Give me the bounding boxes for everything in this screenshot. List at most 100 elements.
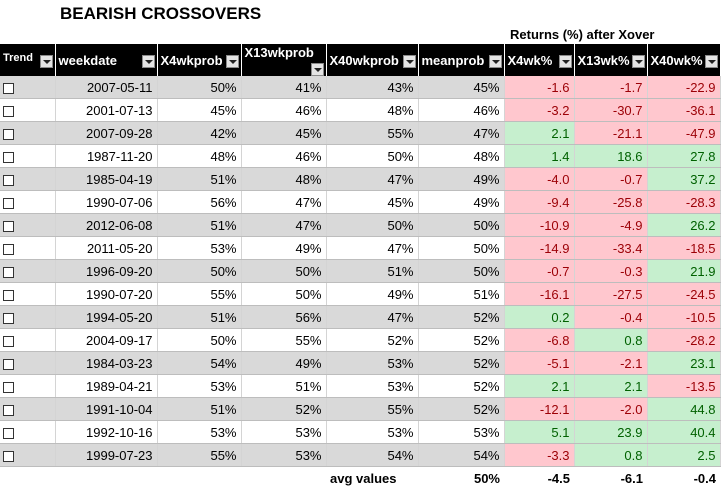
meanprob-cell: 52% — [418, 328, 505, 353]
x4wk-return-cell: 5.1 — [504, 420, 575, 445]
table-row: 1985-04-19 51% 48% 47% 49% -4.0 -0.7 37.2 — [0, 167, 721, 192]
trend-cell — [0, 282, 56, 307]
x40wk-return-cell: -28.3 — [647, 190, 721, 215]
x13wk-return-cell: 18.6 — [574, 144, 648, 169]
x13wkprob-cell: 41% — [241, 76, 327, 100]
trend-checkbox[interactable] — [3, 174, 14, 186]
meanprob-cell: 49% — [418, 167, 505, 192]
filter-dropdown-icon[interactable] — [558, 55, 572, 68]
trend-checkbox[interactable] — [3, 427, 14, 439]
weekdate-cell: 1984-03-23 — [55, 351, 158, 376]
meanprob-cell: 52% — [418, 374, 505, 399]
trend-checkbox[interactable] — [3, 105, 14, 117]
x40wk-return-cell: 21.9 — [647, 259, 721, 284]
column-header-x4wkprob: X4wkprob — [157, 44, 242, 77]
x4wkprob-cell: 53% — [157, 420, 242, 445]
weekdate-cell: 2012-06-08 — [55, 213, 158, 238]
x40wkprob-cell: 43% — [326, 76, 419, 100]
x4wk-return-cell: 2.1 — [504, 121, 575, 146]
table-row: 2012-06-08 51% 47% 50% 50% -10.9 -4.9 26.2 — [0, 213, 721, 238]
x40wk-return-cell: 37.2 — [647, 167, 721, 192]
meanprob-cell: 50% — [418, 259, 505, 284]
trend-cell — [0, 328, 56, 353]
x40wkprob-cell: 50% — [326, 213, 419, 238]
trend-cell — [0, 144, 56, 169]
trend-checkbox[interactable] — [3, 381, 14, 393]
x13wkprob-cell: 48% — [241, 167, 327, 192]
returns-group-header: Returns (%) after Xover — [510, 27, 655, 42]
filter-dropdown-icon[interactable] — [704, 55, 718, 68]
trend-checkbox[interactable] — [3, 151, 14, 163]
weekdate-cell: 1989-04-21 — [55, 374, 158, 399]
filter-dropdown-icon[interactable] — [310, 63, 324, 77]
meanprob-cell: 53% — [418, 420, 505, 445]
x13wkprob-cell: 56% — [241, 305, 327, 330]
trend-checkbox[interactable] — [3, 358, 14, 370]
filter-dropdown-icon[interactable] — [488, 55, 502, 68]
table-row: 1984-03-23 54% 49% 53% 52% -5.1 -2.1 23.1 — [0, 351, 721, 376]
x13wk-return-cell: 2.1 — [574, 374, 648, 399]
crossover-table: Trend weekdate X4wkprob X13wkprob X40wkp… — [0, 44, 721, 489]
x4wk-return-cell: 0.2 — [504, 305, 575, 330]
trend-checkbox[interactable] — [3, 128, 14, 140]
weekdate-cell: 1992-10-16 — [55, 420, 158, 445]
x40wkprob-cell: 53% — [326, 420, 419, 445]
trend-checkbox[interactable] — [3, 220, 14, 232]
x4wkprob-cell: 53% — [157, 374, 242, 399]
filter-dropdown-icon[interactable] — [141, 55, 155, 68]
x13wk-return-cell: -4.9 — [574, 213, 648, 238]
x13wkprob-cell: 51% — [241, 374, 327, 399]
x40wk-return-cell: 27.8 — [647, 144, 721, 169]
trend-checkbox[interactable] — [3, 82, 14, 94]
x4wkprob-cell: 48% — [157, 144, 242, 169]
column-header-x13wkprob: X13wkprob — [241, 44, 327, 77]
x13wk-return-cell: -25.8 — [574, 190, 648, 215]
x13wkprob-cell: 49% — [241, 236, 327, 261]
trend-checkbox[interactable] — [3, 266, 14, 278]
weekdate-cell: 1985-04-19 — [55, 167, 158, 192]
x13wk-return-cell: -2.1 — [574, 351, 648, 376]
table-row: 2001-07-13 45% 46% 48% 46% -3.2 -30.7 -36.1 — [0, 98, 721, 123]
x40wk-return-cell: -10.5 — [647, 305, 721, 330]
x13wkprob-cell: 52% — [241, 397, 327, 422]
x13wk-return-cell: -33.4 — [574, 236, 648, 261]
meanprob-cell: 48% — [418, 144, 505, 169]
x40wkprob-cell: 53% — [326, 374, 419, 399]
x13wkprob-cell: 53% — [241, 420, 327, 445]
meanprob-cell: 46% — [418, 98, 505, 123]
x40wkprob-cell: 50% — [326, 144, 419, 169]
x4wk-return-cell: -0.7 — [504, 259, 575, 284]
trend-checkbox[interactable] — [3, 243, 14, 255]
x4wk-return-cell: -3.3 — [504, 443, 575, 468]
filter-dropdown-icon[interactable] — [39, 55, 53, 69]
table-row: 2011-05-20 53% 49% 47% 50% -14.9 -33.4 -18.5 — [0, 236, 721, 261]
weekdate-cell: 1990-07-06 — [55, 190, 158, 215]
trend-checkbox[interactable] — [3, 450, 14, 462]
trend-checkbox[interactable] — [3, 289, 14, 301]
trend-checkbox[interactable] — [3, 197, 14, 209]
avg-meanprob: 50% — [418, 466, 504, 489]
table-row: 2007-09-28 42% 45% 55% 47% 2.1 -21.1 -47.9 — [0, 121, 721, 146]
trend-checkbox[interactable] — [3, 312, 14, 324]
meanprob-cell: 45% — [418, 76, 505, 100]
x40wk-return-cell: 2.5 — [647, 443, 721, 468]
x4wkprob-cell: 54% — [157, 351, 242, 376]
filter-dropdown-icon[interactable] — [402, 55, 416, 68]
meanprob-cell: 50% — [418, 213, 505, 238]
meanprob-cell: 50% — [418, 236, 505, 261]
x40wkprob-cell: 52% — [326, 328, 419, 353]
filter-dropdown-icon[interactable] — [631, 55, 645, 68]
x40wk-return-cell: 40.4 — [647, 420, 721, 445]
filter-dropdown-icon[interactable] — [225, 55, 239, 68]
x40wk-return-cell: -18.5 — [647, 236, 721, 261]
meanprob-cell: 52% — [418, 305, 505, 330]
meanprob-cell: 49% — [418, 190, 505, 215]
x13wkprob-cell: 46% — [241, 98, 327, 123]
trend-checkbox[interactable] — [3, 335, 14, 347]
table-row: 1989-04-21 53% 51% 53% 52% 2.1 2.1 -13.5 — [0, 374, 721, 399]
trend-checkbox[interactable] — [3, 404, 14, 416]
weekdate-cell: 2007-05-11 — [55, 76, 158, 100]
avg-x4wk-return: -4.5 — [504, 466, 574, 489]
x4wk-return-cell: -9.4 — [504, 190, 575, 215]
trend-cell — [0, 167, 56, 192]
